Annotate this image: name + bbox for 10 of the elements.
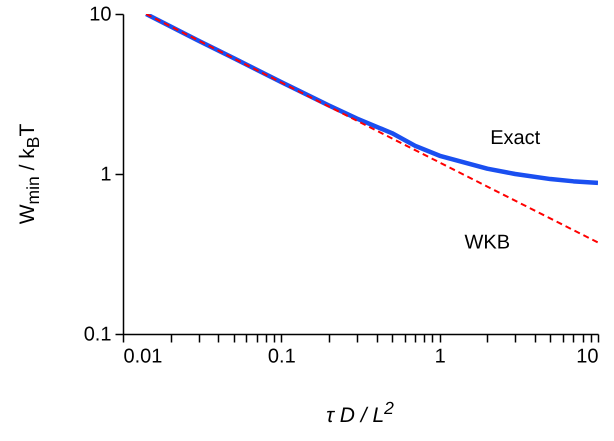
y-tick-label: 1 <box>100 164 112 186</box>
x-tick-label: 1 <box>434 346 446 368</box>
x-tick-label: 0.01 <box>124 346 162 368</box>
y-tick-label: 0.1 <box>84 324 112 346</box>
series-label: Exact <box>490 127 541 149</box>
x-tick-label: 0.1 <box>268 346 296 368</box>
y-tick-label: 10 <box>89 4 112 26</box>
x-axis-title: τ D / L$^{2}$ <box>326 398 394 428</box>
series-label: WKB <box>464 232 510 254</box>
x-tick-label: 10 <box>576 346 598 368</box>
